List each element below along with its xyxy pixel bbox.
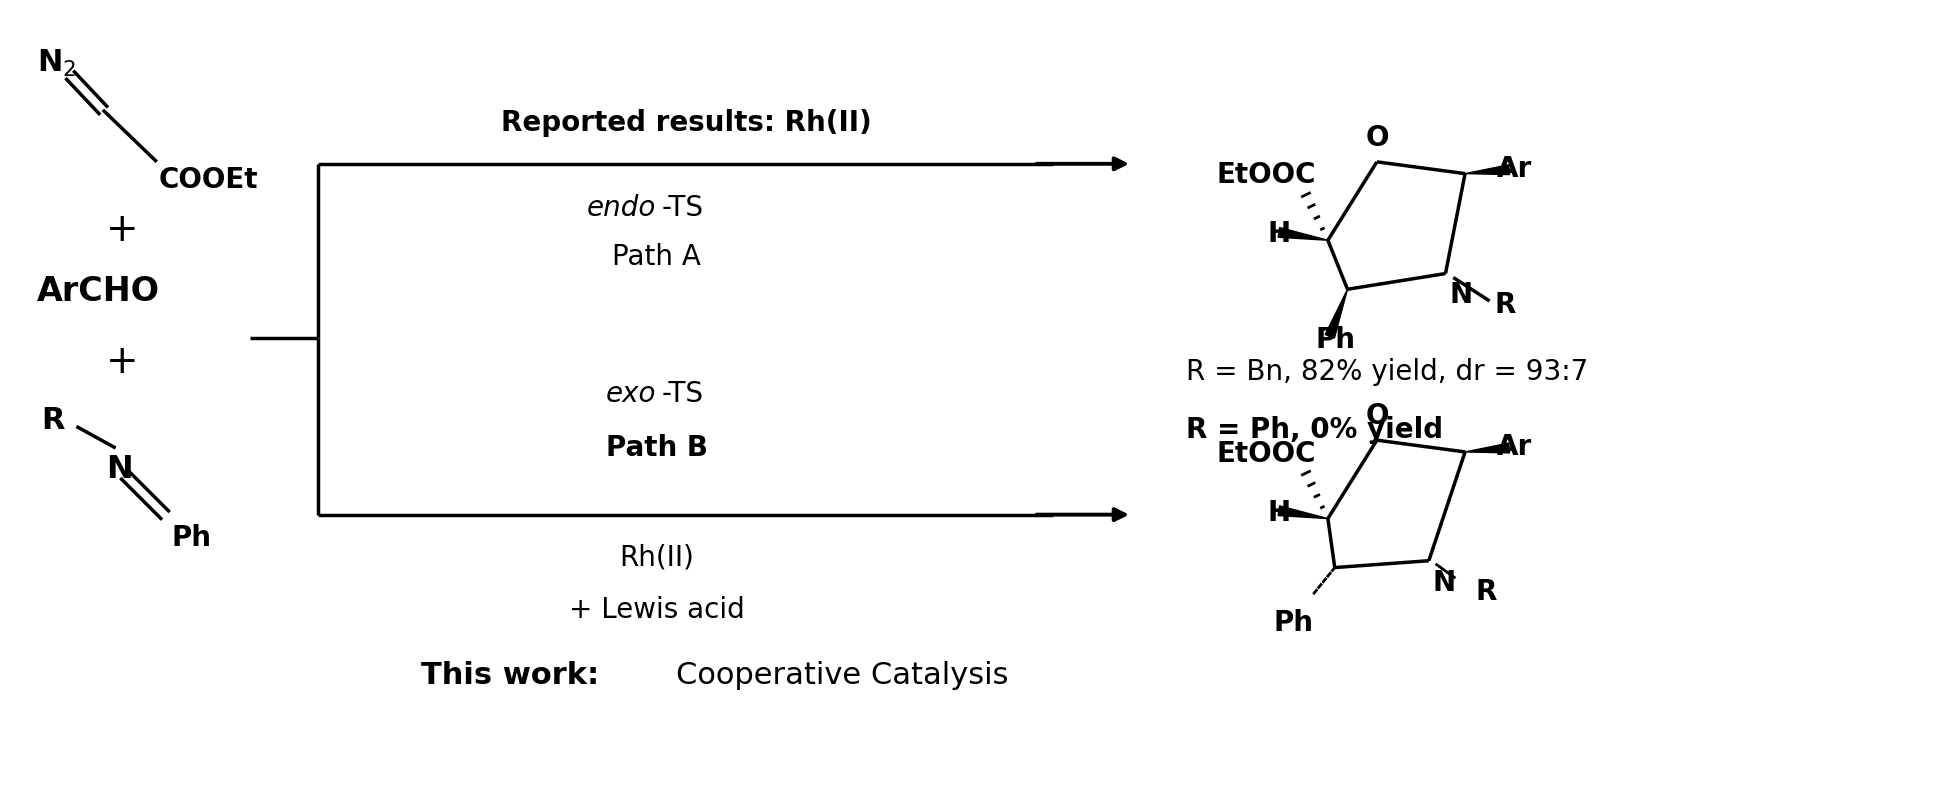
Text: Path A: Path A [613,243,701,271]
Polygon shape [1464,443,1509,453]
Text: N$_2$: N$_2$ [37,48,76,79]
Text: EtOOC: EtOOC [1215,439,1315,467]
Text: ArCHO: ArCHO [37,275,160,308]
Text: H: H [1266,499,1290,527]
Text: R: R [41,406,65,435]
Polygon shape [1464,165,1509,174]
Text: EtOOC: EtOOC [1215,161,1315,189]
Text: Cooperative Catalysis: Cooperative Catalysis [675,661,1008,690]
Polygon shape [1325,289,1346,338]
Text: N: N [1448,281,1472,309]
Polygon shape [1278,228,1327,240]
Text: +: + [106,212,139,249]
Text: N: N [106,454,133,485]
Text: Ar: Ar [1495,433,1530,461]
Text: COOEt: COOEt [159,165,258,194]
Polygon shape [1278,506,1327,519]
Text: Rh(II): Rh(II) [618,544,693,572]
Text: Ar: Ar [1495,155,1530,183]
Text: N: N [1433,569,1456,597]
Text: exo: exo [607,380,656,408]
Text: H: H [1266,221,1290,248]
Text: -TS: -TS [661,380,703,408]
Text: O: O [1364,403,1388,431]
Text: Path B: Path B [605,434,706,462]
Text: Reported results: Rh(II): Reported results: Rh(II) [501,109,871,137]
Text: Ph: Ph [1272,609,1313,637]
Text: Ph: Ph [1315,327,1354,355]
Text: -TS: -TS [661,194,703,222]
Text: +: + [106,343,139,381]
Text: O: O [1364,124,1388,152]
Text: R = Ph, 0% yield: R = Ph, 0% yield [1186,416,1442,444]
Text: R = Bn, 82% yield, dr = 93:7: R = Bn, 82% yield, dr = 93:7 [1186,358,1587,386]
Text: R: R [1493,291,1515,319]
Text: R: R [1476,578,1497,606]
Text: endo: endo [587,194,656,222]
Text: + Lewis acid: + Lewis acid [568,596,744,624]
Text: Ph: Ph [172,524,211,552]
Text: This work:: This work: [421,661,599,690]
